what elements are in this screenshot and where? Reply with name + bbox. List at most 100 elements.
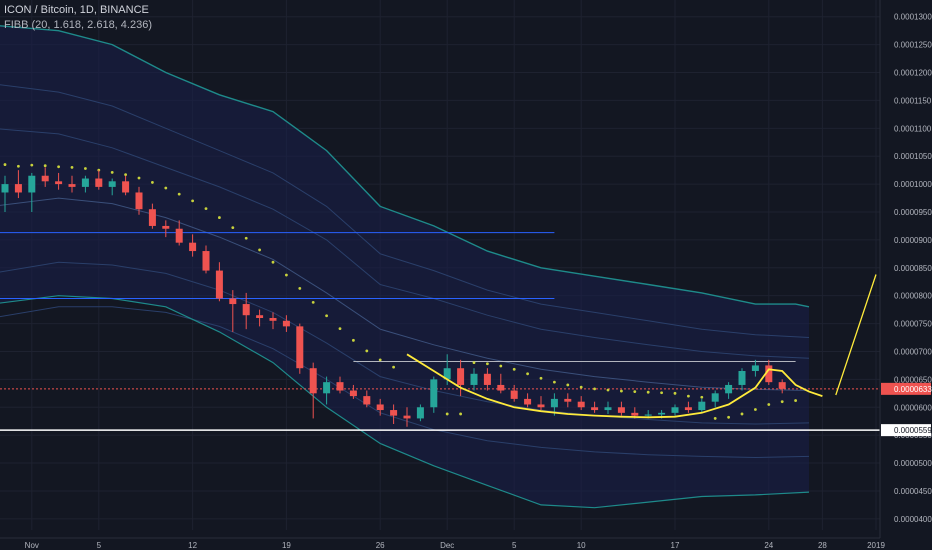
candle-body xyxy=(671,407,679,413)
last-price-badge: 0.0000633 xyxy=(894,385,932,394)
fib-bands xyxy=(0,25,810,509)
candle-body xyxy=(711,393,719,402)
sar-dot xyxy=(164,186,168,190)
sar-dot xyxy=(445,412,449,416)
sar-dot xyxy=(713,417,717,420)
horizontal-lines xyxy=(0,232,880,431)
candle-body xyxy=(309,368,317,394)
sar-dot xyxy=(700,395,704,399)
sar-dot xyxy=(740,412,744,416)
sar-dot xyxy=(231,226,235,230)
candle-body xyxy=(537,404,545,408)
candle-body xyxy=(483,373,491,385)
candle-body xyxy=(497,384,505,391)
sar-dot xyxy=(633,390,637,394)
candle-body xyxy=(564,398,572,402)
symbol-title[interactable]: ICON / Bitcoin, 1D, BINANCE xyxy=(4,4,149,16)
candle-body xyxy=(122,181,130,193)
candle-body xyxy=(765,365,773,383)
time-tick-label: 2019 xyxy=(867,541,885,550)
candle-body xyxy=(41,175,49,182)
time-tick-label: 17 xyxy=(671,541,680,550)
candles[interactable] xyxy=(1,167,786,427)
candle-body xyxy=(658,412,666,415)
candle-body xyxy=(175,228,183,243)
time-tick-label: Nov xyxy=(25,541,39,550)
candle-body xyxy=(698,401,706,411)
candle-body xyxy=(684,407,692,411)
time-axis[interactable]: Nov 5 12 19 26 Dec 5 10 17 24 28 2019 xyxy=(0,537,932,550)
sar-dot xyxy=(177,192,181,196)
band-fill xyxy=(0,25,809,508)
band-area xyxy=(0,25,809,508)
sar-dot xyxy=(17,164,20,168)
price-tick-label: 0.0001200 xyxy=(894,69,932,78)
candle-body xyxy=(430,379,438,408)
candle-body xyxy=(256,315,264,318)
candle-body xyxy=(577,401,585,408)
sar-dot xyxy=(285,273,288,277)
candle-body xyxy=(202,251,210,271)
price-tick-label: 0.0000400 xyxy=(894,515,932,524)
candle-body xyxy=(135,192,143,210)
candle-body xyxy=(443,368,451,380)
time-tick-label: 10 xyxy=(577,541,586,550)
drawn-curves xyxy=(406,274,877,419)
candle-body xyxy=(510,390,518,399)
candle-body xyxy=(323,382,331,394)
price-tick-label: 0.0001100 xyxy=(894,124,932,133)
candle-body xyxy=(751,365,759,371)
sar-dot xyxy=(780,400,784,404)
candle-body xyxy=(55,181,63,185)
candle-body xyxy=(148,209,156,226)
price-tick-label: 0.0000700 xyxy=(894,347,932,356)
candle-body xyxy=(282,320,290,327)
sar-dot xyxy=(3,163,7,166)
candle-body xyxy=(416,407,424,419)
sar-dot xyxy=(486,362,489,366)
price-tick-label: 0.0000800 xyxy=(894,292,932,301)
sar-dot xyxy=(593,387,596,391)
time-tick-label: 5 xyxy=(97,541,102,550)
sar-dot xyxy=(124,173,127,177)
sar-dot xyxy=(151,181,154,184)
time-tick-label: Dec xyxy=(440,541,454,550)
candle-body xyxy=(189,242,197,252)
sar-dot xyxy=(191,199,195,203)
price-tick-label: 0.0000850 xyxy=(894,264,932,273)
candle-body xyxy=(550,398,558,408)
sar-dot xyxy=(298,287,302,290)
indicator-legend[interactable]: FIBB (20, 1.618, 2.618, 4.236) xyxy=(4,19,152,31)
band-lower-outer xyxy=(0,295,810,509)
candle-body xyxy=(778,382,786,389)
sar-dot xyxy=(539,376,543,380)
price-tick-label: 0.0000900 xyxy=(894,236,932,245)
candle-body xyxy=(403,415,411,419)
time-tick-label: 19 xyxy=(282,541,291,550)
marker-price-badge-bg xyxy=(881,424,931,437)
candle-body xyxy=(725,384,733,394)
sar-dot xyxy=(673,391,677,395)
sar-dot xyxy=(365,349,369,353)
price-tick-label: 0.0001150 xyxy=(894,96,932,105)
price-axis[interactable]: 0.0001300 0.0001250 0.0001200 0.0001150 0.00… xyxy=(879,0,932,550)
price-tick-label: 0.0000500 xyxy=(894,459,932,468)
sar-dot xyxy=(57,165,60,169)
sar-dot xyxy=(472,361,476,365)
candle-body xyxy=(242,304,250,316)
sar-dot xyxy=(512,367,516,371)
sar-dot xyxy=(110,170,114,174)
candle-body xyxy=(363,396,371,405)
sar-dot xyxy=(338,327,342,330)
sar-dot xyxy=(646,390,650,394)
candle-body xyxy=(631,412,639,416)
sar-dot xyxy=(459,412,462,416)
band-upper-inner xyxy=(0,128,810,359)
sar-dot xyxy=(392,365,395,369)
candle-body xyxy=(644,414,652,416)
sar-dot xyxy=(352,338,355,342)
candle-body xyxy=(457,368,465,385)
sar-dot xyxy=(258,248,261,252)
time-tick-label: 28 xyxy=(818,541,827,550)
